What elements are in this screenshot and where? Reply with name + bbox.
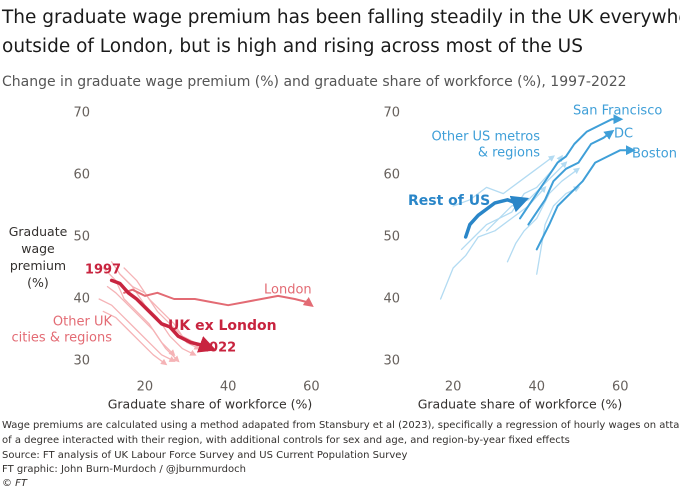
y-tick-label: 40 (73, 292, 90, 307)
x-tick-label: 40 (220, 380, 237, 395)
copyright: © FT (2, 478, 28, 489)
series-line (109, 278, 217, 353)
source: Source: FT analysis of UK Labour Force S… (2, 450, 407, 461)
credit: FT graphic: John Burn-Murdoch / @jburnmu… (2, 464, 246, 475)
series-line (527, 129, 615, 226)
y-tick-label: 50 (383, 230, 400, 245)
subtitle: Change in graduate wage premium (%) and … (2, 74, 627, 90)
series-label: London (264, 283, 312, 298)
series-label: DC (614, 127, 633, 142)
series-line (463, 195, 530, 239)
annotation: & regions (478, 146, 540, 161)
x-tick-label: 20 (445, 380, 462, 395)
x-axis-label: Graduate share of workforce (%) (418, 397, 623, 412)
series-line (452, 155, 555, 207)
annotation: Other UK (53, 315, 113, 330)
y-tick-label: 70 (383, 106, 400, 121)
series-label: UK ex London (168, 318, 277, 334)
series-line (519, 114, 624, 220)
series-label: Rest of US (408, 193, 490, 209)
y-tick-label: 30 (383, 354, 400, 369)
series-line (102, 310, 168, 366)
x-tick-label: 60 (303, 380, 320, 395)
series-label: Boston (632, 147, 677, 162)
x-tick-label: 60 (612, 380, 629, 395)
y-tick-label: 70 (73, 106, 90, 121)
series-line (119, 273, 210, 350)
x-axis-label: Graduate share of workforce (%) (108, 397, 313, 412)
x-tick-label: 20 (137, 380, 154, 395)
series-line (98, 298, 176, 362)
series-line (535, 145, 636, 251)
series-line (506, 167, 581, 263)
series-label: San Francisco (573, 104, 662, 119)
title-line: The graduate wage premium has been falli… (1, 7, 680, 28)
y-tick-label: 60 (383, 168, 400, 183)
y-tick-label: 50 (73, 230, 90, 245)
annotation: 2022 (200, 341, 236, 356)
y-tick-label: 30 (73, 354, 90, 369)
series-line (123, 267, 201, 350)
y-tick-label: 40 (383, 292, 400, 307)
series-line (110, 261, 197, 356)
series-line (536, 186, 581, 275)
annotation: cities & regions (11, 331, 112, 346)
title-line: outside of London, but is high and risin… (2, 36, 583, 57)
series-line (485, 161, 568, 232)
note: Wage premiums are calculated using a met… (2, 420, 680, 431)
series-line (123, 288, 314, 307)
y-tick-label: 60 (73, 168, 90, 183)
series-line (106, 285, 180, 363)
y-axis-label: Graduate wage premium (%) (9, 224, 68, 290)
note: of a degree interacted with their region… (2, 435, 570, 446)
annotation: Other US metros (432, 130, 541, 145)
x-tick-label: 40 (528, 380, 545, 395)
annotation: 1997 (85, 263, 121, 278)
